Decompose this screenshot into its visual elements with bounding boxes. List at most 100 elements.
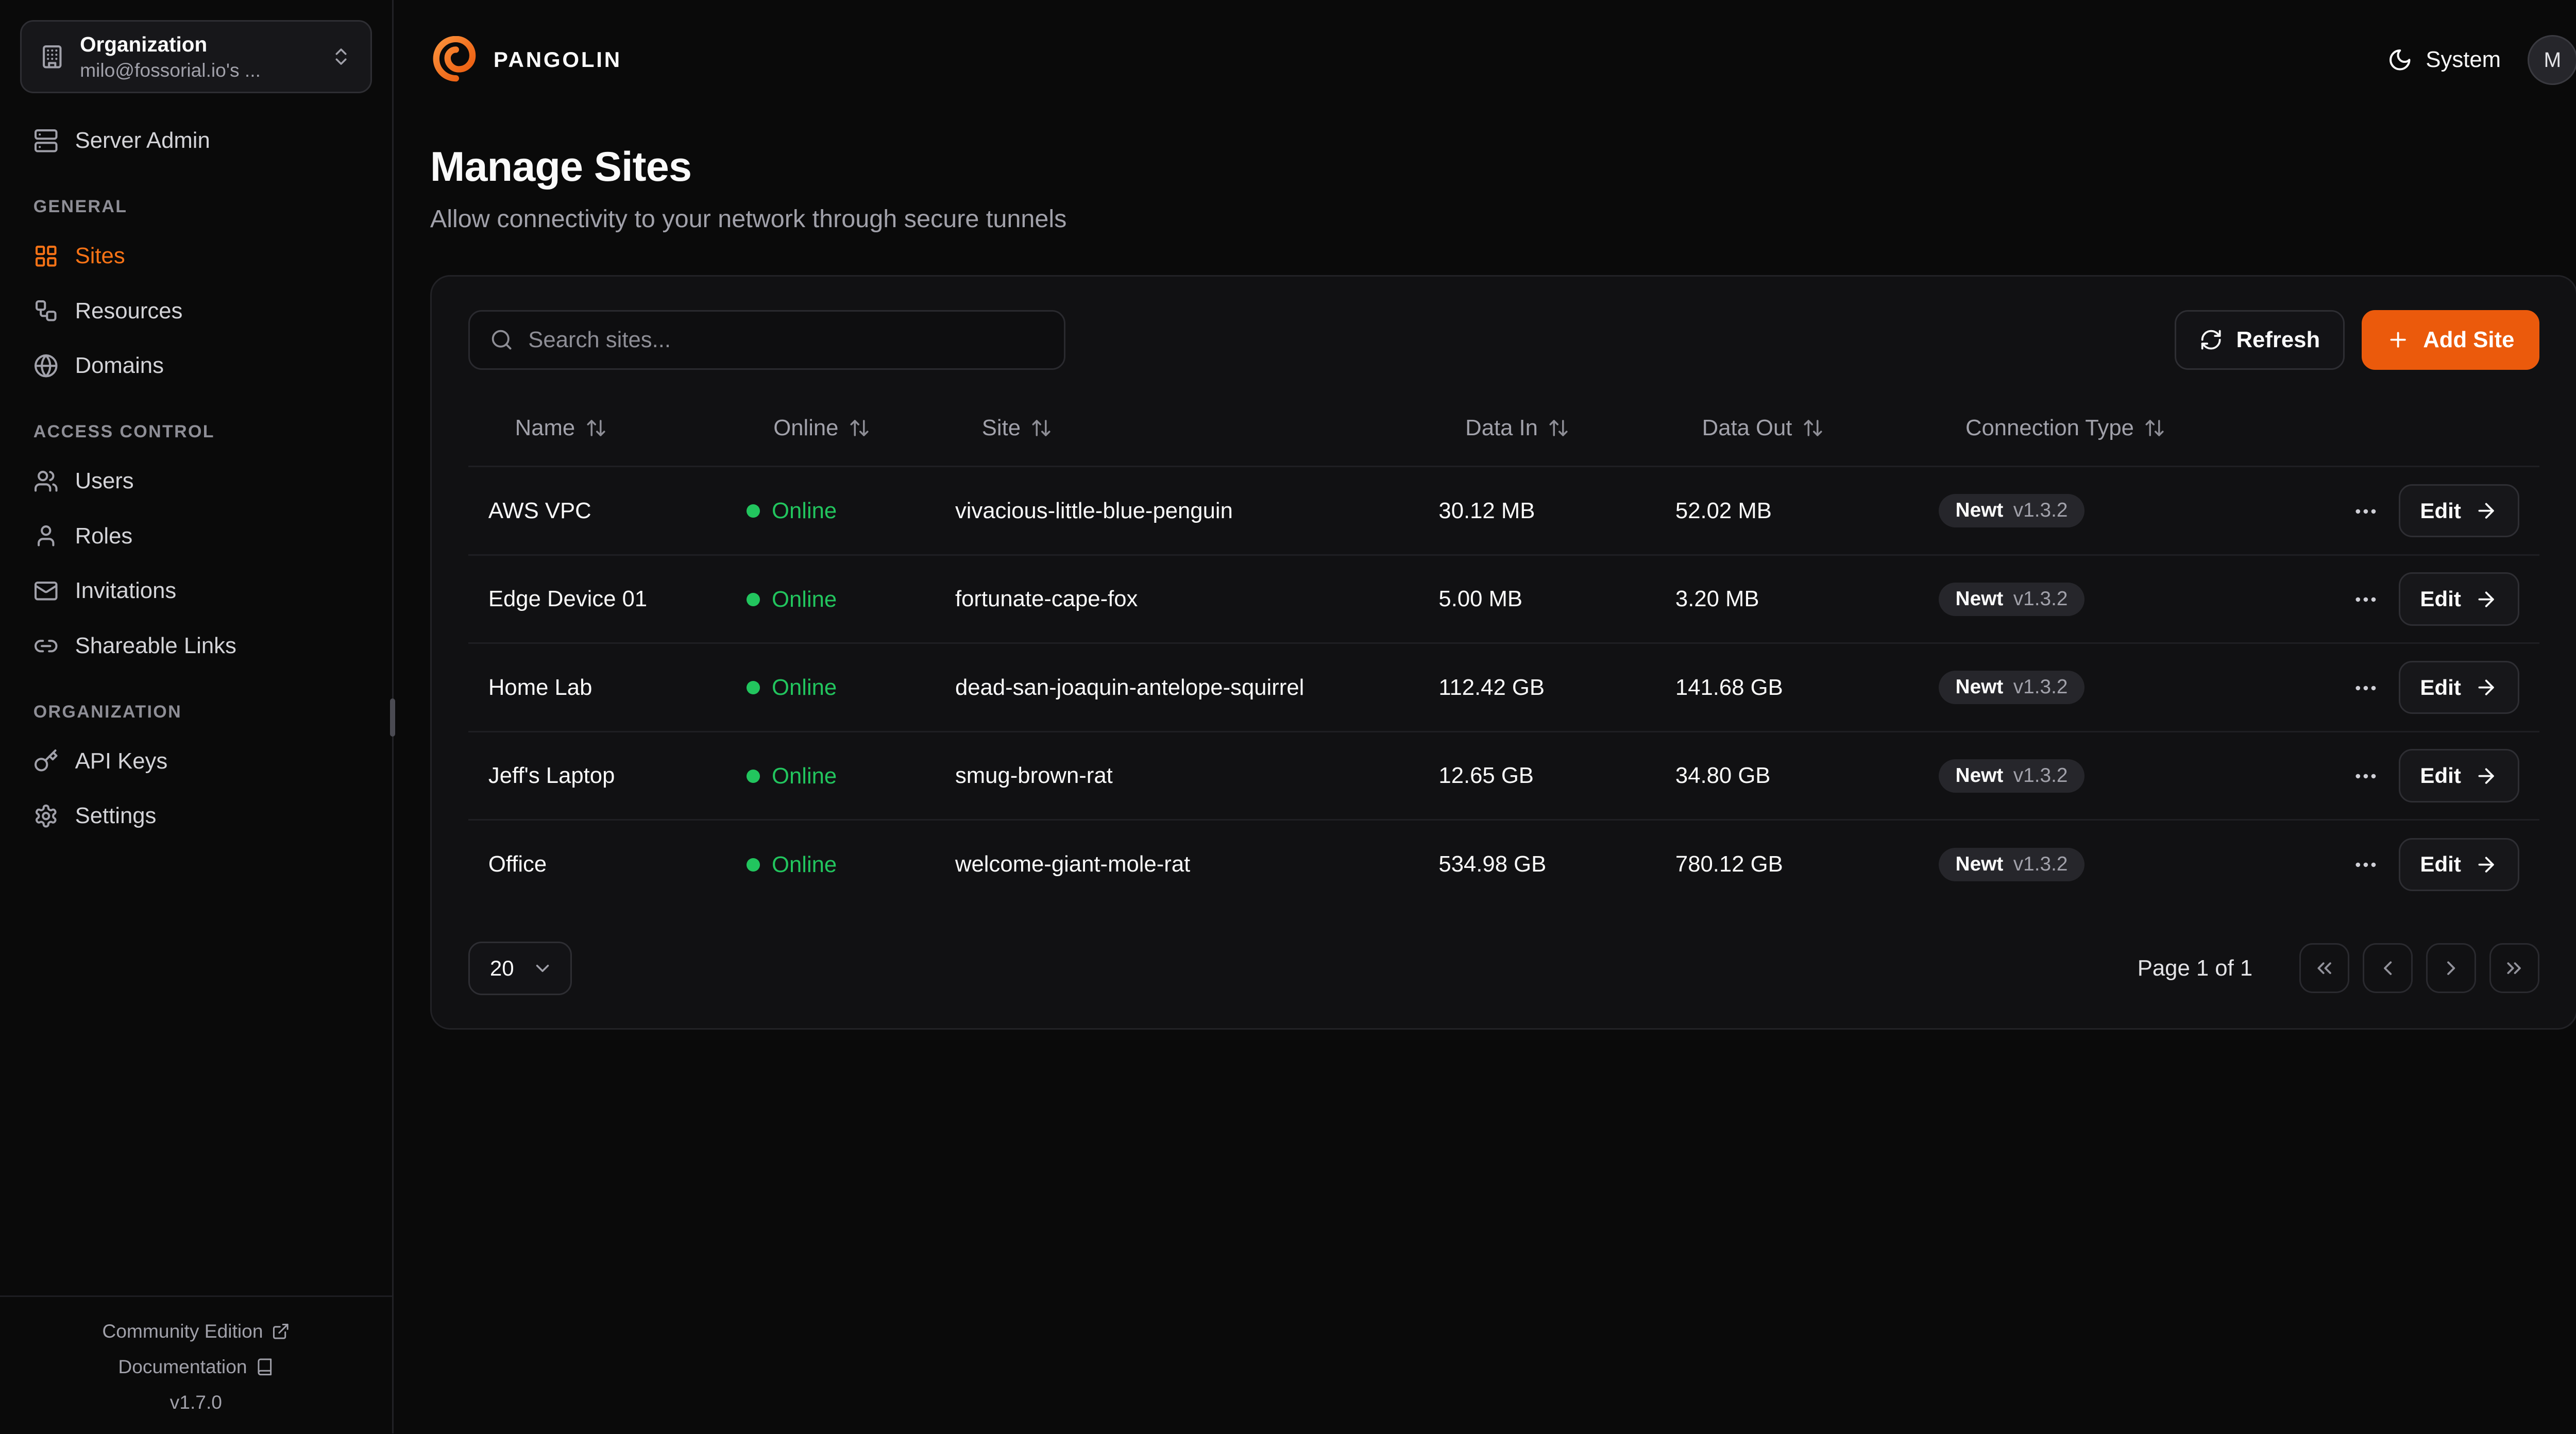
sidebar-section-label: ORGANIZATION xyxy=(33,702,182,722)
rows-per-page-select[interactable]: 20 xyxy=(468,942,572,995)
next-page-button[interactable] xyxy=(2426,943,2476,994)
sidebar-item-settings[interactable]: Settings xyxy=(20,789,372,844)
theme-selector-button[interactable]: System xyxy=(2387,47,2501,73)
online-dot xyxy=(747,769,760,783)
refresh-label: Refresh xyxy=(2236,327,2320,352)
ellipsis-icon xyxy=(2352,498,2379,525)
online-dot xyxy=(747,858,760,872)
footer-link-community-edition[interactable]: Community Edition xyxy=(102,1320,290,1342)
connection-type-badge: Newt v1.3.2 xyxy=(1939,582,2084,616)
chevron-down-icon xyxy=(532,958,553,979)
row-edit-cell: Edit xyxy=(2395,643,2539,732)
online-status-cell: Online xyxy=(727,820,936,909)
brand-name: PANGOLIN xyxy=(493,47,622,72)
add-site-button[interactable]: Add Site xyxy=(2361,310,2539,370)
row-actions-menu-button[interactable] xyxy=(2352,498,2379,525)
ellipsis-icon xyxy=(2352,675,2379,702)
site-id-cell: fortunate-cape-fox xyxy=(935,555,1419,644)
data-in-cell: 12.65 GB xyxy=(1418,731,1656,821)
column-header-data-in: Data In xyxy=(1418,390,1656,468)
column-sort-button[interactable]: Site xyxy=(982,415,1053,441)
row-menu-cell xyxy=(2335,555,2396,644)
sidebar-resize-handle[interactable] xyxy=(390,698,395,737)
app-version: v1.7.0 xyxy=(170,1391,223,1413)
prev-page-button[interactable] xyxy=(2362,943,2413,994)
online-status-cell: Online xyxy=(726,731,936,821)
sidebar-item-server-admin[interactable]: Server Admin xyxy=(20,113,372,168)
connection-version: v1.3.2 xyxy=(2013,499,2068,522)
sidebar-item-sites[interactable]: Sites xyxy=(20,228,372,283)
page-indicator: Page 1 of 1 xyxy=(2137,955,2253,981)
edit-site-button[interactable]: Edit xyxy=(2398,484,2519,538)
sidebar-item-users[interactable]: Users xyxy=(20,453,372,508)
sidebar-section-label: GENERAL xyxy=(33,196,128,216)
sidebar-item-label: Settings xyxy=(75,803,157,829)
online-status-cell: Online xyxy=(726,466,936,556)
first-page-button[interactable] xyxy=(2299,943,2349,994)
row-edit-cell: Edit xyxy=(2396,820,2539,909)
connection-version: v1.3.2 xyxy=(2013,676,2068,698)
sidebar-item-label: Shareable Links xyxy=(75,633,236,659)
edit-site-button[interactable]: Edit xyxy=(2398,749,2519,803)
arrow-right-icon xyxy=(2475,764,2498,788)
data-out-cell: 780.12 GB xyxy=(1675,851,1783,877)
resources-icon xyxy=(33,298,59,323)
last-page-button[interactable] xyxy=(2489,943,2539,994)
data-in-cell: 534.98 GB xyxy=(1438,851,1547,877)
server-icon xyxy=(33,128,59,153)
chevrons-right-icon xyxy=(2502,957,2526,980)
row-edit-cell: Edit xyxy=(2395,555,2539,644)
ellipsis-icon xyxy=(2352,586,2379,613)
search-input[interactable] xyxy=(528,327,1044,353)
column-sort-button[interactable]: Data Out xyxy=(1702,415,1824,441)
sidebar-item-resources[interactable]: Resources xyxy=(20,283,372,338)
row-actions-menu-button[interactable] xyxy=(2352,675,2379,702)
row-actions-menu-button[interactable] xyxy=(2352,763,2379,790)
user-avatar[interactable]: M xyxy=(2527,35,2576,86)
column-header-online: Online xyxy=(726,390,936,468)
connection-name: Newt xyxy=(1955,676,2004,698)
column-label: Site xyxy=(981,415,1021,440)
column-header-name: Name xyxy=(468,390,727,468)
sidebar-item-domains[interactable]: Domains xyxy=(20,338,372,394)
arrow-right-icon xyxy=(2475,499,2498,522)
row-menu-cell xyxy=(2335,466,2396,556)
online-label: Online xyxy=(771,763,837,789)
online-label: Online xyxy=(771,851,837,877)
page-subtitle: Allow connectivity to your network throu… xyxy=(430,205,1067,233)
chevrons-up-down-icon xyxy=(330,46,352,67)
sidebar-item-label: Resources xyxy=(75,298,183,323)
column-sort-button[interactable]: Online xyxy=(773,415,870,441)
edit-site-button[interactable]: Edit xyxy=(2398,572,2519,626)
page-title: Manage Sites xyxy=(430,144,692,191)
sidebar-item-shareable-links[interactable]: Shareable Links xyxy=(20,619,372,674)
edit-site-button[interactable]: Edit xyxy=(2398,838,2519,892)
column-sort-button[interactable]: Data In xyxy=(1465,415,1569,441)
column-sort-button[interactable]: Name xyxy=(515,415,607,441)
table-row: AWS VPC Online vivacious-little-blue-pengu… xyxy=(468,466,2539,556)
role-icon xyxy=(33,523,59,549)
refresh-button[interactable]: Refresh xyxy=(2175,310,2345,370)
row-menu-cell xyxy=(2335,731,2396,821)
chevron-left-icon xyxy=(2376,957,2399,980)
online-label: Online xyxy=(771,586,837,612)
sidebar-item-roles[interactable]: Roles xyxy=(20,508,372,564)
moon-icon xyxy=(2387,47,2413,73)
sidebar-item-api-keys[interactable]: API Keys xyxy=(20,733,372,789)
footer-link-label: Documentation xyxy=(118,1356,247,1378)
org-picker[interactable]: Organization milo@fossorial.io's ... xyxy=(20,20,372,94)
data-in-cell: 5.00 MB xyxy=(1418,555,1656,644)
online-status-cell: Online xyxy=(726,555,936,644)
row-actions-menu-button[interactable] xyxy=(2352,586,2379,613)
online-status: Online xyxy=(747,587,837,612)
users-icon xyxy=(33,469,59,494)
column-sort-button[interactable]: Connection Type xyxy=(1965,415,2165,441)
edit-site-button[interactable]: Edit xyxy=(2398,660,2519,714)
sidebar-item-invitations[interactable]: Invitations xyxy=(20,564,372,619)
org-picker-title: Organization xyxy=(80,32,208,56)
sidebar-item-label: Invitations xyxy=(75,578,177,604)
row-actions-menu-button[interactable] xyxy=(2352,851,2379,878)
refresh-icon xyxy=(2199,328,2223,351)
footer-link-documentation[interactable]: Documentation xyxy=(118,1356,274,1378)
column-label: Name xyxy=(515,415,575,440)
